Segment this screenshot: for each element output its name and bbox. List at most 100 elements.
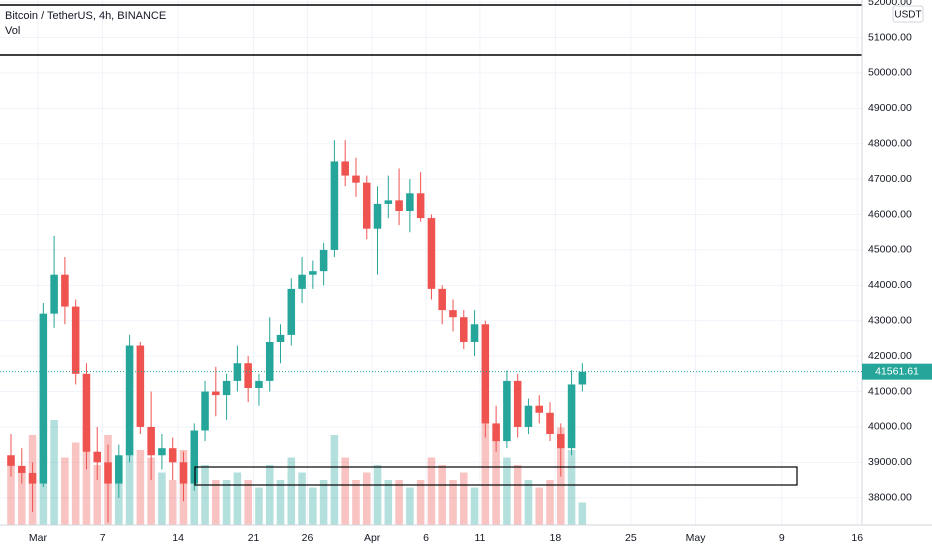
volume-bar xyxy=(535,487,544,525)
volume-bar xyxy=(212,480,220,525)
volume-bar xyxy=(546,480,554,525)
volume-bar xyxy=(190,457,199,525)
y-tick-label: 42000.00 xyxy=(868,350,912,362)
volume-bar xyxy=(82,427,91,525)
candle-body xyxy=(50,274,58,314)
volume-bar xyxy=(438,465,446,525)
grid-layer xyxy=(0,0,862,525)
candle-body xyxy=(459,317,468,342)
candle-body xyxy=(427,218,436,289)
volume-layer xyxy=(7,405,587,525)
candle-body xyxy=(39,313,48,484)
candle-body xyxy=(567,384,576,449)
volume-bar xyxy=(276,480,285,525)
volume-bar xyxy=(125,442,134,525)
volume-bar xyxy=(449,480,457,525)
volume-bar xyxy=(395,480,403,525)
volume-bar xyxy=(341,457,349,525)
x-tick-label: 18 xyxy=(550,532,562,544)
volume-label: Vol xyxy=(5,25,20,37)
volume-bar xyxy=(470,487,479,525)
volume-bar xyxy=(309,487,317,525)
x-tick-label: May xyxy=(686,532,707,544)
y-tick-label: 43000.00 xyxy=(868,315,912,327)
volume-bar xyxy=(7,457,15,525)
y-tick-label: 49000.00 xyxy=(868,102,912,114)
volume-bar xyxy=(416,480,425,525)
volume-bar xyxy=(373,465,382,525)
candle-body xyxy=(546,412,554,435)
x-tick-label: 25 xyxy=(625,532,637,544)
candle-body xyxy=(147,426,155,456)
x-tick-label: 26 xyxy=(302,532,314,544)
y-tick-label: 45000.00 xyxy=(868,244,912,256)
x-tick-label: Apr xyxy=(364,532,381,544)
volume-bar xyxy=(481,420,490,525)
candle-body xyxy=(115,455,123,484)
last-price-badge xyxy=(862,363,932,380)
candle-body xyxy=(201,391,209,431)
volume-bar xyxy=(222,480,231,525)
x-tick-label: 16 xyxy=(851,532,863,544)
candle-body xyxy=(168,448,177,463)
candle-body xyxy=(470,324,479,342)
volume-bar xyxy=(233,472,242,525)
y-tick-label: 52000.00 xyxy=(868,0,912,8)
volume-bar xyxy=(330,435,339,525)
volume-bar xyxy=(319,480,328,525)
volume-bar xyxy=(524,480,533,525)
candle-body xyxy=(244,363,252,388)
volume-bar xyxy=(567,450,576,525)
candle-body xyxy=(406,193,414,211)
x-tick-label: 14 xyxy=(172,532,184,544)
volume-bar xyxy=(71,442,80,525)
candle-body xyxy=(362,182,371,229)
candle-body xyxy=(319,249,328,272)
volume-bar xyxy=(158,472,166,525)
volume-bar xyxy=(384,480,393,525)
candle-body xyxy=(535,405,544,413)
candle-body xyxy=(524,405,533,427)
volume-bar xyxy=(18,472,26,525)
candle-body xyxy=(373,203,382,229)
candle-body xyxy=(503,380,511,442)
volume-bar xyxy=(362,472,371,525)
volume-bar xyxy=(265,465,274,525)
candle-body xyxy=(265,341,274,381)
volume-bar xyxy=(93,465,102,525)
candle-body xyxy=(104,462,112,484)
candle-body xyxy=(438,288,446,311)
candle-body xyxy=(309,271,317,275)
drawn-rectangle xyxy=(194,466,798,486)
y-tick-label: 46000.00 xyxy=(868,208,912,220)
candle-body xyxy=(71,306,80,374)
chart-title: Bitcoin / TetherUS, 4h, BINANCE xyxy=(5,10,166,22)
volume-bar xyxy=(147,457,155,525)
volume-bar xyxy=(168,480,177,525)
y-tick-label: 50000.00 xyxy=(868,67,912,79)
candle-body xyxy=(513,380,522,427)
candle-body xyxy=(384,200,393,204)
candle-body xyxy=(82,373,91,452)
candle-body xyxy=(190,430,199,484)
volume-bar xyxy=(578,502,587,525)
currency-badge[interactable] xyxy=(892,5,924,23)
candle-body xyxy=(93,451,102,463)
volume-bar xyxy=(298,472,306,525)
candle-body xyxy=(557,434,565,449)
volume-bar xyxy=(352,480,360,525)
candle-body xyxy=(395,200,403,211)
candle-body xyxy=(481,324,490,424)
candle-body xyxy=(341,161,349,176)
x-tick-label: 7 xyxy=(100,532,106,544)
volume-bar xyxy=(287,457,296,525)
candle-body xyxy=(61,274,69,307)
candle-body xyxy=(298,274,306,289)
x-tick-label: 6 xyxy=(423,532,429,544)
volume-bar xyxy=(136,450,145,525)
y-tick-label: 38000.00 xyxy=(868,492,912,504)
volume-bar xyxy=(427,457,436,525)
y-tick-label: 39000.00 xyxy=(868,456,912,468)
candle-body xyxy=(352,175,360,183)
